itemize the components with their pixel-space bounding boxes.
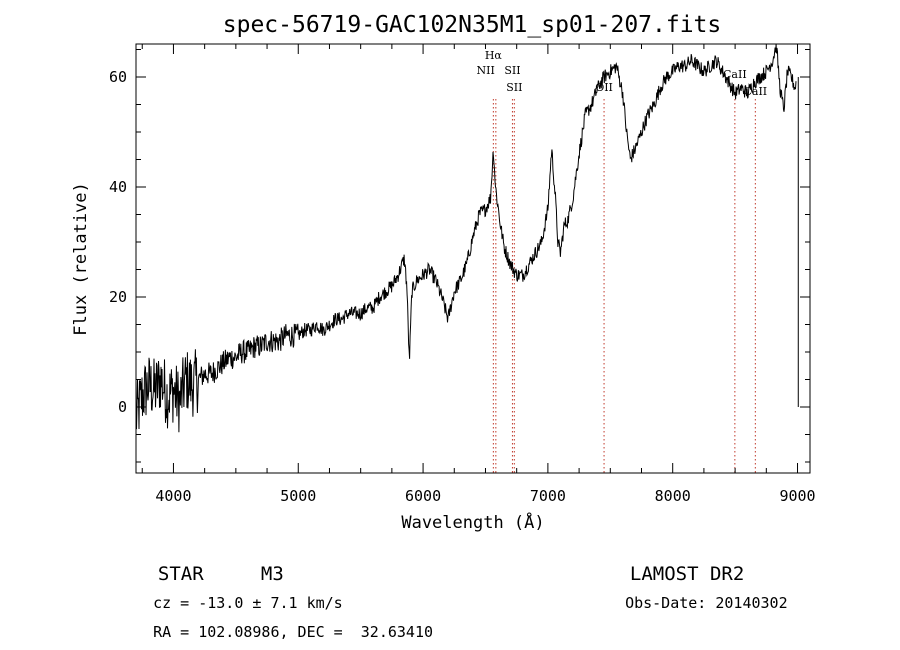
spectrum-series-line <box>135 43 797 433</box>
object-class: STAR <box>135 541 204 585</box>
redshift-label: cz = -13.0 ± 7.1 km/s <box>153 594 343 612</box>
coordinates-info: RA = 102.08986, DEC = 32.63410 <box>135 605 433 641</box>
x-tick-label: 4000 <box>155 487 191 505</box>
y-tick-label: 20 <box>109 288 127 306</box>
object-class-label: STAR <box>157 563 204 585</box>
x-tick-label: 5000 <box>280 487 316 505</box>
axis-ticks: 4000 5000 6000 7000 8000 9000 0 20 40 60 <box>109 44 816 505</box>
object-subclass: M3 <box>238 541 284 585</box>
line-marker-label: Hα <box>485 49 503 62</box>
line-marker-label: SII <box>506 81 522 94</box>
x-axis-label: Wavelength (Å) <box>401 511 544 533</box>
observation-date-label: Obs-Date: 20140302 <box>625 594 788 612</box>
line-marker-label: NII <box>477 64 495 77</box>
survey-name: LAMOST DR2 <box>607 541 744 585</box>
y-tick-label: 40 <box>109 178 127 196</box>
coordinates-label: RA = 102.08986, DEC = 32.63410 <box>153 623 434 641</box>
y-tick-label: 60 <box>109 68 127 86</box>
plot-frame <box>135 43 811 474</box>
x-tick-label: 6000 <box>405 487 441 505</box>
y-tick-label: 0 <box>118 398 127 416</box>
x-tick-label: 8000 <box>655 487 691 505</box>
observation-date: Obs-Date: 20140302 <box>607 576 788 612</box>
survey-name-label: LAMOST DR2 <box>629 563 745 585</box>
x-tick-label: 7000 <box>530 487 566 505</box>
line-marker-label: OII <box>595 81 613 94</box>
object-subclass-label: M3 <box>260 563 284 585</box>
line-marker-label: SII <box>504 64 520 77</box>
line-marker-label: CaII <box>743 85 767 98</box>
redshift-info: cz = -13.0 ± 7.1 km/s <box>135 576 343 612</box>
chart-title: spec-56719-GAC102N35M1_sp01-207.fits <box>223 12 722 38</box>
x-tick-label: 9000 <box>779 487 815 505</box>
y-axis-label: Flux (relative) <box>71 182 91 336</box>
